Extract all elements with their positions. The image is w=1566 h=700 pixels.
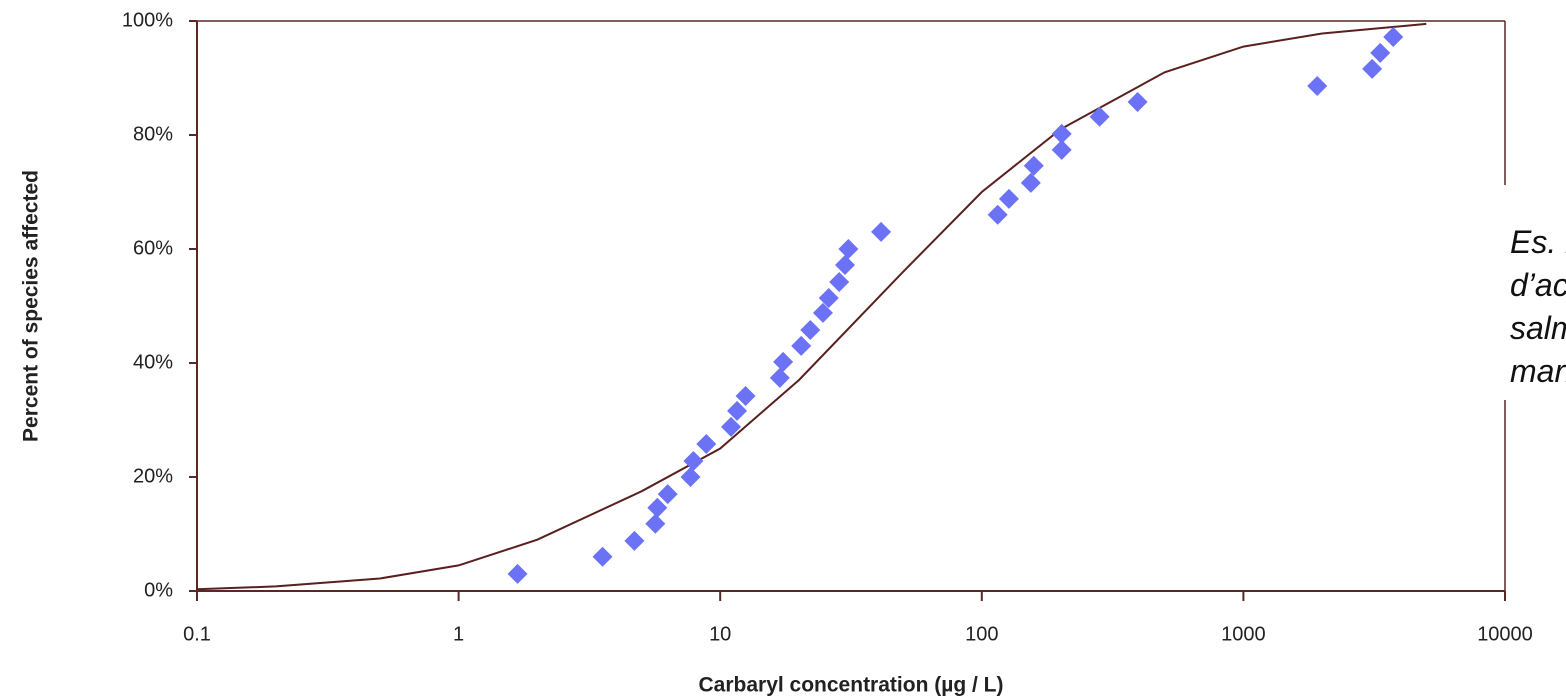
data-point bbox=[1127, 91, 1148, 112]
data-point bbox=[800, 319, 821, 340]
annotation-box bbox=[1501, 185, 1566, 400]
y-tick-label: 60% bbox=[133, 237, 173, 259]
x-tick-label: 100 bbox=[965, 623, 998, 645]
data-point bbox=[727, 400, 748, 421]
data-point bbox=[812, 302, 833, 323]
data-point bbox=[998, 188, 1019, 209]
x-tick-label: 1000 bbox=[1221, 623, 1266, 645]
data-point bbox=[657, 484, 678, 505]
data-point bbox=[683, 451, 704, 472]
data-point bbox=[1023, 155, 1044, 176]
data-point bbox=[1383, 26, 1404, 47]
x-tick-label: 10000 bbox=[1477, 623, 1533, 645]
data-point bbox=[735, 386, 756, 407]
data-point bbox=[1051, 123, 1072, 144]
x-tick-label: 1 bbox=[453, 623, 464, 645]
data-point bbox=[624, 530, 645, 551]
x-axis-title: Carbaryl concentration (µg / L) bbox=[699, 674, 1004, 697]
y-tick-label: 80% bbox=[133, 123, 173, 145]
data-point bbox=[838, 239, 859, 259]
data-point bbox=[791, 335, 812, 356]
data-point bbox=[818, 288, 839, 309]
fit-curve bbox=[196, 22, 1427, 591]
y-tick-label: 0% bbox=[144, 579, 173, 601]
data-point bbox=[645, 513, 666, 534]
data-point bbox=[647, 497, 668, 518]
data-point bbox=[1370, 42, 1391, 63]
x-tick-label: 10 bbox=[709, 623, 731, 645]
data-point bbox=[1362, 58, 1383, 79]
y-tick-label: 40% bbox=[133, 351, 173, 373]
data-point bbox=[592, 546, 613, 567]
data-point bbox=[835, 254, 856, 275]
y-tick-label: 20% bbox=[133, 465, 173, 487]
data-point bbox=[1020, 172, 1041, 193]
data-point bbox=[680, 467, 701, 487]
annotation-text: d’acq bbox=[1510, 267, 1566, 303]
data-point bbox=[773, 351, 794, 372]
x-tick-label: 0.1 bbox=[183, 623, 211, 645]
data-point bbox=[507, 563, 528, 584]
data-point bbox=[1307, 75, 1328, 96]
data-point bbox=[1051, 139, 1072, 160]
annotation-text: marin bbox=[1510, 353, 1566, 389]
data-point bbox=[721, 416, 742, 437]
annotation-text: Es. in bbox=[1510, 224, 1566, 260]
data-point bbox=[871, 221, 892, 242]
data-point bbox=[696, 433, 717, 454]
y-axis-title: Percent of species affected bbox=[20, 170, 43, 442]
data-point bbox=[829, 272, 850, 293]
y-tick-label: 100% bbox=[122, 9, 173, 31]
data-point bbox=[987, 204, 1008, 225]
data-point bbox=[1089, 106, 1110, 127]
data-point bbox=[769, 367, 790, 388]
